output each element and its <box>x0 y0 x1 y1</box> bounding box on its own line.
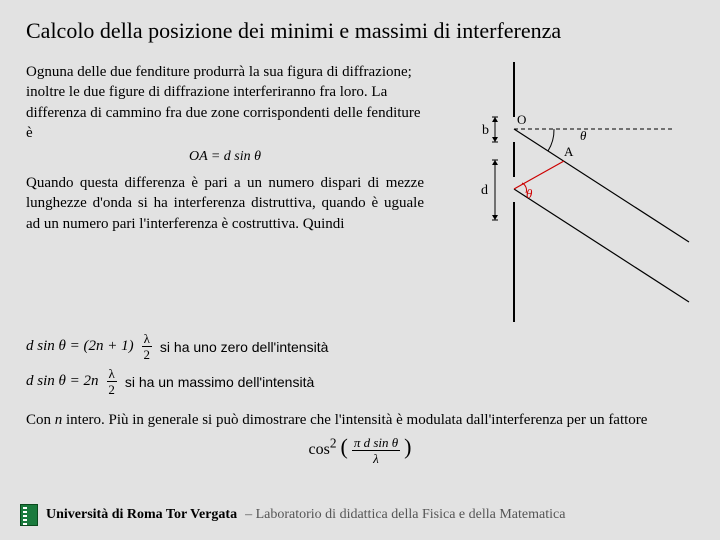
footer: Università di Roma Tor Vergata – Laborat… <box>0 504 720 526</box>
eq1-desc: si ha uno zero dell'intensità <box>160 339 328 355</box>
label-theta-2: θ <box>526 186 533 201</box>
eq1-frac: λ 2 <box>142 332 152 361</box>
equation-2: d sin θ = 2n λ 2 si ha un massimo dell'i… <box>26 367 694 396</box>
paragraph-2: Quando questa differenza è pari a un num… <box>26 173 424 234</box>
label-b: b <box>482 123 489 138</box>
slide-title: Calcolo della posizione dei minimi e mas… <box>26 18 694 44</box>
content-row: Ognuna delle due fenditure produrrà la s… <box>26 62 694 322</box>
formula-oa: OA = d sin θ <box>26 149 424 165</box>
label-theta-1: θ <box>580 128 587 143</box>
eq1-lhs: d sin θ = (2n + 1) <box>26 338 134 355</box>
paragraph-1: Ognuna delle due fenditure produrrà la s… <box>26 62 424 143</box>
label-d: d <box>481 183 488 198</box>
cos2-formula: cos2 ( π d sin θ λ ) <box>26 434 694 465</box>
equations-block: d sin θ = (2n + 1) λ 2 si ha uno zero de… <box>26 332 694 396</box>
university-logo-icon <box>20 504 38 526</box>
eq2-frac: λ 2 <box>107 367 117 396</box>
diagram: b d O A θ θ <box>434 62 694 322</box>
eq2-lhs: d sin θ = 2n <box>26 373 99 390</box>
interference-diagram-svg: b d O A θ θ <box>434 62 694 322</box>
equation-1: d sin θ = (2n + 1) λ 2 si ha uno zero de… <box>26 332 694 361</box>
text-column: Ognuna delle due fenditure produrrà la s… <box>26 62 424 240</box>
footer-lab: – Laboratorio di didattica della Fisica … <box>245 507 565 523</box>
eq2-desc: si ha un massimo dell'intensità <box>125 374 314 390</box>
label-a: A <box>564 144 574 159</box>
closing-paragraph: Con n intero. Più in generale si può dim… <box>26 410 666 430</box>
footer-university: Università di Roma Tor Vergata <box>46 507 237 523</box>
label-o: O <box>517 112 526 127</box>
